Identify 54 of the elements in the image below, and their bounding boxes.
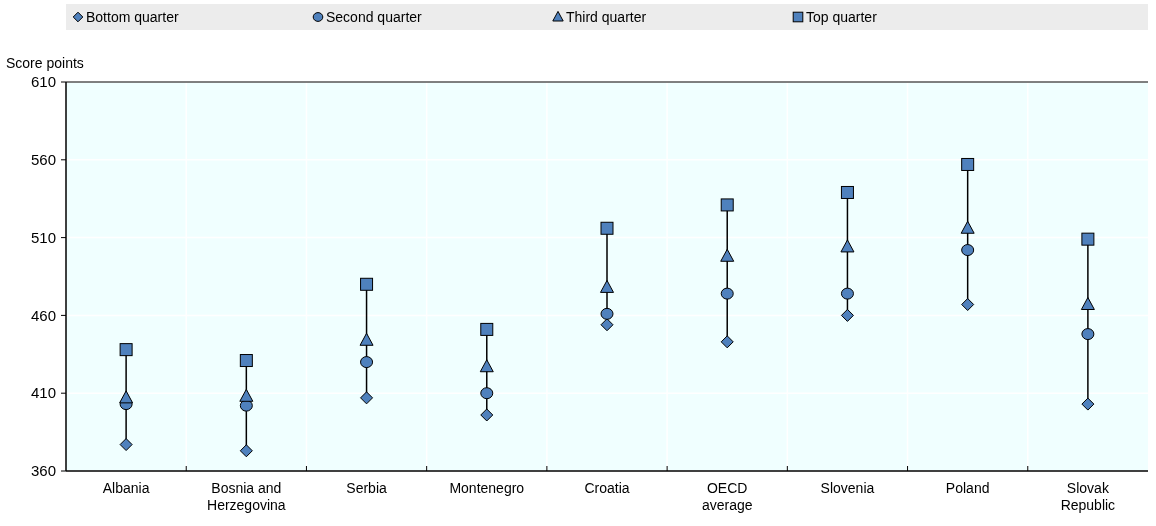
x-tick-label: Bosnia and Herzegovina [207, 480, 286, 513]
point [480, 322, 494, 336]
y-tick-label: 460 [30, 306, 56, 324]
point [840, 287, 854, 300]
point [600, 318, 614, 332]
point [119, 343, 133, 357]
point [1081, 328, 1095, 341]
y-tick-label: 610 [30, 73, 56, 91]
y-axis-title: Score points [6, 55, 84, 71]
point [360, 277, 374, 291]
y-tick-label: 560 [30, 151, 56, 169]
point [1081, 232, 1095, 246]
x-tick-label: Serbia [346, 480, 387, 496]
point [961, 244, 975, 257]
point [239, 388, 254, 402]
point [360, 356, 374, 369]
point [480, 387, 494, 400]
point [1080, 297, 1095, 311]
x-tick-label: Slovenia [820, 480, 875, 496]
point [239, 444, 253, 458]
point [119, 390, 134, 404]
point [359, 332, 374, 346]
legend-label: Bottom quarter [86, 9, 179, 25]
point [479, 359, 494, 373]
point [840, 239, 855, 253]
y-tick-label: 360 [30, 462, 56, 480]
legend-label: Second quarter [326, 9, 423, 25]
point [961, 298, 975, 312]
x-tick-label: OECD average [701, 480, 753, 513]
point [840, 185, 854, 199]
point [119, 438, 133, 452]
legend-label: Third quarter [566, 9, 647, 25]
point [360, 391, 374, 405]
x-tick-label: Montenegro [449, 480, 525, 496]
x-tick-label: Poland [945, 480, 990, 496]
point [960, 220, 975, 234]
point [720, 335, 734, 349]
legend-label: Top quarter [806, 9, 878, 25]
point [600, 279, 614, 293]
point [600, 221, 614, 235]
point [720, 287, 734, 300]
x-tick-label: Albania [102, 480, 150, 496]
point [1081, 397, 1095, 411]
x-tick-label: Croatia [584, 480, 630, 496]
point [239, 354, 253, 368]
point [600, 307, 614, 320]
point [480, 408, 494, 422]
point [720, 198, 734, 212]
y-tick-label: 510 [30, 228, 56, 246]
y-tick-label: 410 [30, 384, 56, 402]
point [961, 157, 975, 171]
point [840, 308, 854, 322]
point [720, 248, 735, 262]
x-tick-label: Slovak Republic [1060, 480, 1116, 513]
